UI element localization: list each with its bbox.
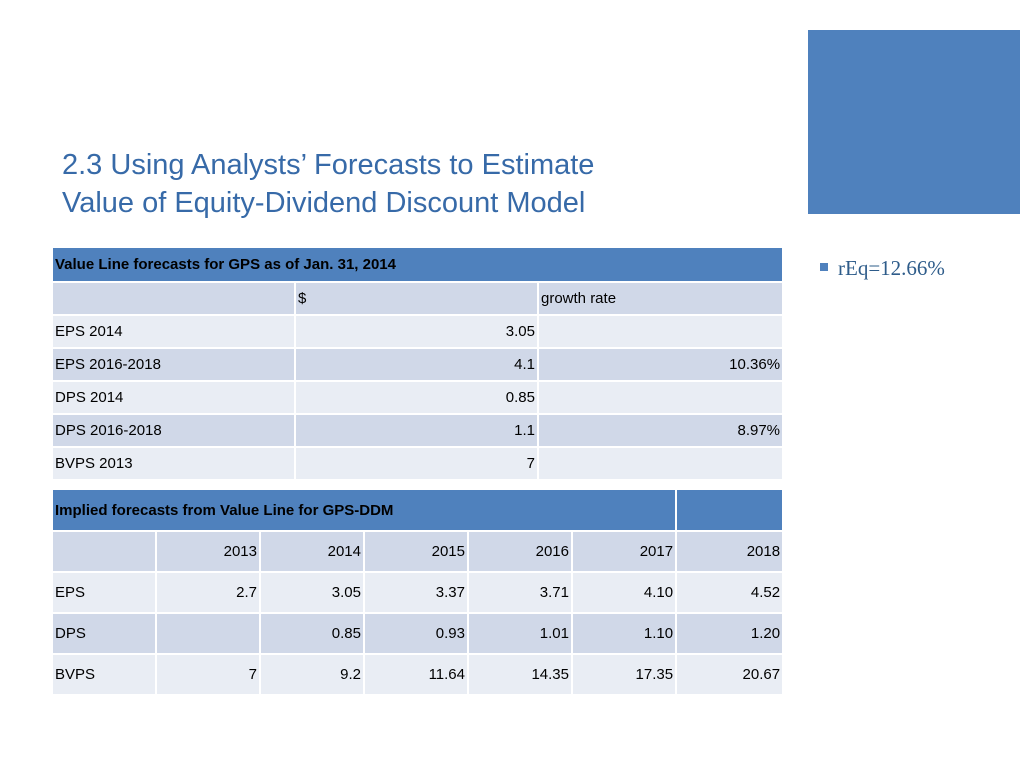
table-row: EPS 2016-2018 4.1 10.36% [51,347,785,382]
table-row: BVPS 2013 7 [51,446,785,481]
value-cell: 1.01 [467,612,573,655]
slide-title: 2.3 Using Analysts’ Forecasts to Estimat… [62,146,762,222]
value-cell: 20.67 [675,653,785,696]
growth-cell [536,314,785,349]
table-header-row: Value Line forecasts for GPS as of Jan. … [50,246,785,283]
value-cell: 1.10 [570,612,678,655]
table-header: Implied forecasts from Value Line for GP… [50,488,678,532]
year-header: 2016 [467,530,573,573]
table-header-row: Implied forecasts from Value Line for GP… [50,488,785,532]
year-header: 2018 [675,530,785,573]
value-cell: 3.05 [259,571,365,614]
value-cell: 3.71 [467,571,573,614]
value-cell: 7 [155,653,261,696]
value-cell [155,612,261,655]
table-row: EPS 2014 3.05 [51,314,785,349]
value-cell: 0.85 [259,612,365,655]
row-label: DPS 2014 [51,380,296,415]
table-row: 2013 2014 2015 2016 2017 2018 [51,530,785,573]
value-cell: 4.52 [675,571,785,614]
table-row: BVPS 7 9.2 11.64 14.35 17.35 20.67 [51,653,785,696]
value-cell: 1.1 [294,413,539,448]
value-cell: 17.35 [570,653,678,696]
value-cell: 4.10 [570,571,678,614]
column-header: growth rate [536,281,785,316]
row-label: DPS [51,612,157,655]
row-label: EPS [51,571,157,614]
growth-cell [536,446,785,481]
value-cell: 1.20 [675,612,785,655]
column-header [51,281,296,316]
year-header: 2015 [363,530,469,573]
table-row: $ growth rate [51,281,785,316]
table-header: Value Line forecasts for GPS as of Jan. … [50,246,785,283]
slide-title-line-2: Value of Equity-Dividend Discount Model [62,187,586,219]
value-cell: 3.37 [363,571,469,614]
table-row: EPS 2.7 3.05 3.37 3.71 4.10 4.52 [51,571,785,614]
value-cell: 7 [294,446,539,481]
slide-title-line-1: 2.3 Using Analysts’ Forecasts to Estimat… [62,149,595,181]
row-label: BVPS 2013 [51,446,296,481]
value-cell: 0.93 [363,612,469,655]
value-cell: 14.35 [467,653,573,696]
value-cell: 4.1 [294,347,539,382]
growth-cell: 10.36% [536,347,785,382]
year-header: 2017 [570,530,678,573]
decorative-corner-block [808,30,1020,214]
table-header-empty-cell [675,488,785,532]
value-cell: 11.64 [363,653,469,696]
column-header: $ [294,281,539,316]
square-bullet-icon [820,263,828,271]
value-cell: 9.2 [259,653,365,696]
year-header: 2014 [259,530,365,573]
row-label: BVPS [51,653,157,696]
column-header [51,530,157,573]
value-cell: 2.7 [155,571,261,614]
implied-forecasts-table: Implied forecasts from Value Line for GP… [50,488,785,696]
bullet-item: rEq=12.66% [820,256,945,281]
bullet-text: rEq=12.66% [838,256,945,280]
table-row: DPS 0.85 0.93 1.01 1.10 1.20 [51,612,785,655]
value-line-forecasts-table: Value Line forecasts for GPS as of Jan. … [50,246,785,481]
table-row: DPS 2016-2018 1.1 8.97% [51,413,785,448]
year-header: 2013 [155,530,261,573]
row-label: EPS 2014 [51,314,296,349]
growth-cell: 8.97% [536,413,785,448]
table-row: DPS 2014 0.85 [51,380,785,415]
value-cell: 3.05 [294,314,539,349]
row-label: EPS 2016-2018 [51,347,296,382]
growth-cell [536,380,785,415]
value-cell: 0.85 [294,380,539,415]
row-label: DPS 2016-2018 [51,413,296,448]
